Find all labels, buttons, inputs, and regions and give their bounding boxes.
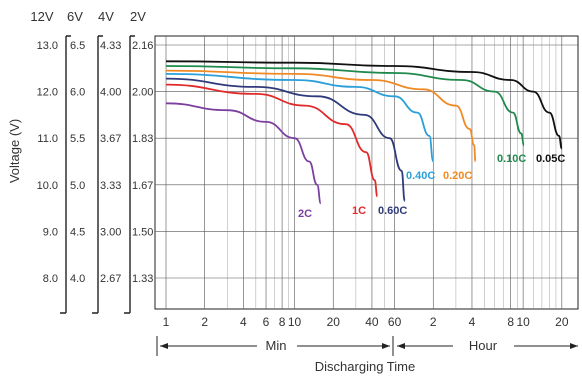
scale-tick-label: 3.67 — [100, 133, 121, 145]
scale-header-6v: 6V — [67, 9, 83, 24]
x-tick-label: 8 — [279, 315, 286, 329]
x-axis-label: Discharging Time — [315, 359, 415, 374]
curve-2c — [165, 102, 322, 205]
scale-tick-label: 4.0 — [70, 273, 85, 285]
curve-005c — [165, 60, 563, 150]
curve-1c — [165, 83, 379, 198]
scale-tick-label: 5.5 — [70, 133, 85, 145]
range-arrowhead — [397, 343, 405, 349]
scale-tick-label: 2.67 — [100, 273, 121, 285]
x-tick-label: 2 — [430, 315, 437, 329]
scale-tick-label: 2.00 — [132, 87, 153, 99]
scale-tick-label: 1.83 — [132, 133, 153, 145]
x-tick-label: 2 — [201, 315, 208, 329]
scale-tick-label: 6.0 — [70, 87, 85, 99]
x-tick-label: 10 — [516, 315, 530, 329]
plot-frame — [154, 35, 579, 310]
discharge-curves: 0.05C 0.10C 0.20C 0.40C 0.60C 1C 2C — [165, 60, 565, 220]
scale-tick-label: 6.5 — [70, 40, 85, 52]
x-tick-label: 20 — [555, 315, 569, 329]
range-arrowhead — [382, 343, 390, 349]
x-tick-label: 10 — [288, 315, 302, 329]
scale-header-12v: 12V — [30, 9, 53, 24]
x-tick-label: 4 — [469, 315, 476, 329]
curve-label-060c: 0.60C — [378, 205, 407, 217]
curve-060c — [165, 77, 406, 202]
scale-tick-label: 1.50 — [132, 226, 153, 238]
x-tick-label: 40 — [365, 315, 379, 329]
scale-tick-label: 10.0 — [37, 180, 58, 192]
voltage-scales: 12V 13.0 12.0 11.0 10.0 9.0 8.0 6V 6.5 6.0 5.5 5.0 4… — [30, 9, 153, 314]
x-tick-label: 60 — [388, 315, 402, 329]
scale-tick-label: 8.0 — [43, 273, 58, 285]
scale-tick-label: 5.0 — [70, 180, 85, 192]
curve-020c — [165, 69, 477, 163]
scale-tick-label: 3.33 — [100, 180, 121, 192]
curve-label-2c: 2C — [298, 208, 312, 220]
scale-tick-label: 12.0 — [37, 87, 58, 99]
plot-grid — [154, 35, 579, 310]
range-arrowhead — [570, 343, 578, 349]
scale-tick-label: 9.0 — [43, 226, 58, 238]
curve-010c — [165, 65, 525, 147]
x-tick-label: 1 — [163, 315, 170, 329]
curve-label-020c: 0.20C — [443, 170, 472, 182]
scale-tick-label: 3.00 — [100, 226, 121, 238]
scale-bracket — [60, 35, 71, 314]
scale-tick-label: 13.0 — [37, 40, 58, 52]
x-tick-label: 6 — [263, 315, 270, 329]
curve-label-040c: 0.40C — [406, 170, 435, 182]
x-tick-label: 4 — [240, 315, 247, 329]
scale-tick-label: 1.33 — [132, 273, 153, 285]
scale-header-4v: 4V — [98, 9, 114, 24]
scale-tick-label: 4.00 — [100, 87, 121, 99]
scale-bracket — [124, 35, 135, 314]
y-axis-label: Voltage (V) — [7, 119, 22, 183]
scale-bracket — [92, 35, 103, 314]
scale-tick-label: 4.33 — [100, 40, 121, 52]
scale-tick-label: 2.16 — [132, 40, 153, 52]
range-label-min: Min — [266, 338, 287, 353]
range-label-hour: Hour — [469, 338, 498, 353]
x-tick-label: 8 — [507, 315, 514, 329]
scale-tick-label: 11.0 — [37, 133, 58, 145]
x-tick-label: 20 — [327, 315, 341, 329]
range-arrowhead — [160, 343, 168, 349]
scale-tick-label: 4.5 — [70, 226, 85, 238]
curve-label-1c: 1C — [352, 205, 366, 217]
scale-header-2v: 2V — [130, 9, 146, 24]
curve-040c — [165, 73, 435, 163]
scale-tick-label: 1.67 — [132, 180, 153, 192]
curve-label-005c: 0.05C — [536, 153, 565, 165]
curve-label-010c: 0.10C — [497, 153, 526, 165]
